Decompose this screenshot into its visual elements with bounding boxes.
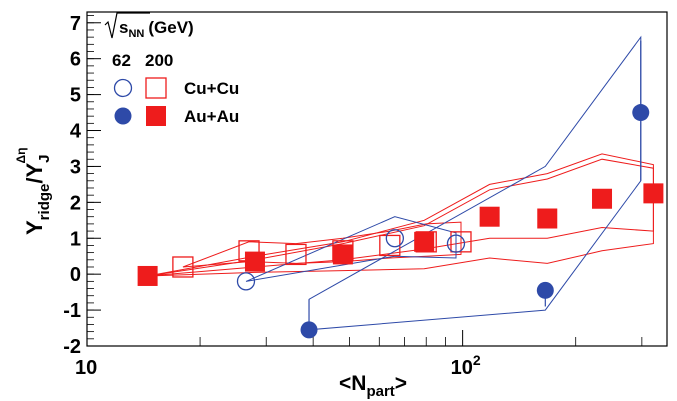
y-tick-label: 7 (70, 13, 81, 35)
y-tick-label: -2 (63, 336, 81, 358)
legend-filled-square-icon (146, 106, 166, 126)
y-tick-label: 0 (70, 264, 81, 286)
legend-label-auau: Au+Au (184, 107, 239, 126)
legend-label-cucu: Cu+Cu (184, 79, 239, 98)
marker-filled-square (137, 265, 158, 286)
marker-filled-square (414, 231, 435, 252)
legend-filled-circle-icon (114, 107, 132, 125)
marker-filled-circle (300, 321, 318, 339)
sqrt-sign (104, 12, 150, 39)
y-tick-label: 2 (70, 192, 81, 214)
plot-frame (86, 11, 668, 347)
marker-open-square (172, 256, 194, 278)
x-tick-label: 102 (451, 352, 481, 379)
marker-filled-circle (632, 104, 650, 122)
y-tick-label: 4 (70, 121, 82, 143)
marker-filled-square (592, 188, 613, 209)
x-tick-label: 10 (75, 357, 97, 379)
marker-open-circle (446, 234, 466, 253)
legend-open-circle-icon (113, 78, 133, 98)
band-3 (245, 216, 457, 282)
y-tick-label: 1 (70, 228, 81, 250)
marker-filled-square (244, 251, 265, 272)
legend: sNN (GeV) 62 200 Cu+Cu Au+Au (104, 12, 239, 126)
x-axis-title: <Npart> (339, 372, 407, 400)
y-tick-label: 6 (70, 49, 81, 71)
legend-energy-200: 200 (145, 51, 173, 70)
marker-open-square (285, 243, 307, 266)
legend-energy-62: 62 (112, 51, 131, 70)
marker-open-circle (236, 272, 256, 291)
y-tick-label: 3 (70, 156, 81, 178)
axes: -2 -1 0 1 2 3 4 5 6 7 10 102 (63, 13, 643, 379)
y-tick-label: 5 (70, 85, 81, 107)
marker-open-circle (385, 229, 404, 248)
legend-open-square-icon (145, 77, 167, 99)
legend-header: sNN (GeV) (119, 18, 194, 40)
marker-filled-square (643, 183, 664, 204)
data-markers (137, 104, 664, 339)
marker-filled-square (479, 206, 500, 227)
y-tick-label: -1 (63, 300, 81, 322)
marker-filled-square (537, 208, 558, 229)
marker-filled-circle (536, 281, 554, 299)
band-2 (182, 221, 462, 268)
y-axis-title: Yridge/YJΔη (14, 148, 53, 235)
marker-filled-square (332, 244, 353, 265)
marker-open-square (450, 231, 472, 253)
